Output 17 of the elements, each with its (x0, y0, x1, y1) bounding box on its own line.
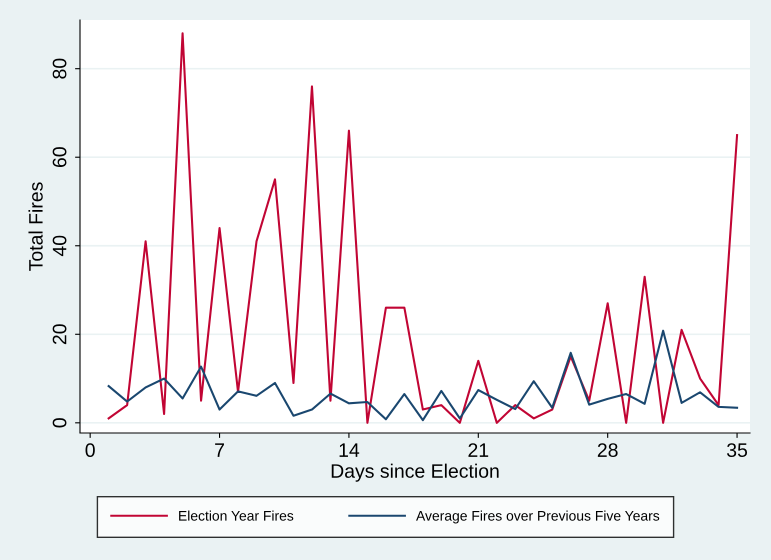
y-tick-label: 60 (52, 147, 66, 168)
x-tick-label: 35 (726, 443, 748, 458)
y-tick-label: 20 (52, 324, 66, 344)
x-axis-title: Days since Election (332, 464, 499, 482)
legend-label: Election Year Fires (179, 510, 294, 521)
y-tick-label: 40 (52, 236, 66, 256)
y-tick-label: 0 (52, 418, 66, 428)
x-tick-label: 14 (340, 443, 360, 457)
x-tick-label: 7 (215, 443, 224, 457)
y-tick-label: 80 (52, 58, 66, 79)
line-series (108, 32, 738, 424)
y-axis-title: Total Fires (28, 182, 43, 271)
x-tick-label: 28 (598, 443, 618, 458)
x-tick-label: 21 (468, 443, 488, 457)
line-series (108, 330, 738, 422)
x-tick-label: 0 (86, 443, 95, 458)
legend-label: Average Fires over Previous Five Years (416, 510, 660, 524)
